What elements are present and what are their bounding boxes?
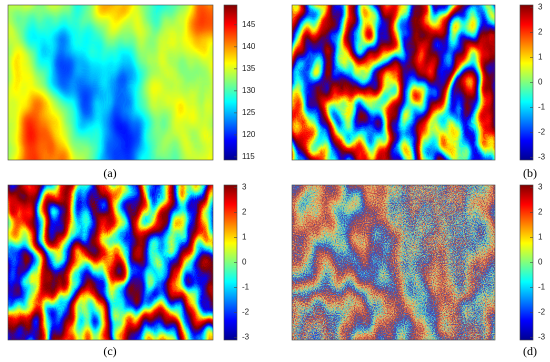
colorbar-tick-label: -1 — [538, 103, 546, 112]
colorbar — [223, 4, 238, 161]
heatmap-image — [8, 5, 213, 160]
colorbar-tick-label: 1 — [538, 233, 543, 242]
colorbar-tick-label: -1 — [538, 283, 546, 292]
colorbar-tick-label: -3 — [538, 153, 546, 162]
colorbar-tick-label: 135 — [242, 64, 256, 73]
colorbar-tick-label: -2 — [538, 128, 546, 137]
colorbar-tick-label: 2 — [538, 208, 543, 217]
colorbar-tick-label: -3 — [242, 333, 250, 342]
colorbar-tick-label: 0 — [538, 258, 543, 267]
fringe-image — [292, 5, 495, 160]
colorbar-tick-label: 2 — [242, 208, 247, 217]
colorbar-tick-label: 140 — [242, 42, 256, 51]
colorbar-tick-label: 1 — [242, 233, 247, 242]
colorbar-tick-label: 120 — [242, 130, 256, 139]
image-frame — [291, 4, 496, 161]
fringe-image — [8, 185, 213, 340]
colorbar-tick-label: -2 — [242, 308, 250, 317]
colorbar-tick-label: 3 — [538, 183, 543, 192]
colorbar-tick-label: 3 — [538, 3, 543, 12]
colorbar-tick-label: 2 — [538, 28, 543, 37]
colorbar-tick-label: 115 — [242, 152, 255, 161]
colorbar-tick-label: 3 — [242, 183, 247, 192]
image-frame — [291, 184, 496, 341]
image-frame — [7, 4, 214, 161]
colorbar-tick-label: 0 — [538, 78, 543, 87]
colorbar-tick-label: 1 — [538, 53, 543, 62]
panel-caption: (c) — [103, 344, 116, 358]
image-frame — [7, 184, 214, 341]
colorbar-tick-label: 145 — [242, 20, 256, 29]
colorbar-tick-label: -2 — [538, 308, 546, 317]
panel-caption: (a) — [103, 166, 116, 180]
colorbar-tick-label: -1 — [242, 283, 250, 292]
noisy-fringe-image — [292, 185, 495, 340]
colorbar-tick-label: 0 — [242, 258, 247, 267]
colorbar-tick-label: 130 — [242, 86, 256, 95]
panel-caption: (b) — [523, 166, 537, 180]
colorbar-tick-label: 125 — [242, 108, 256, 117]
colorbar-tick-label: -3 — [538, 333, 546, 342]
panel-caption: (d) — [523, 344, 537, 358]
